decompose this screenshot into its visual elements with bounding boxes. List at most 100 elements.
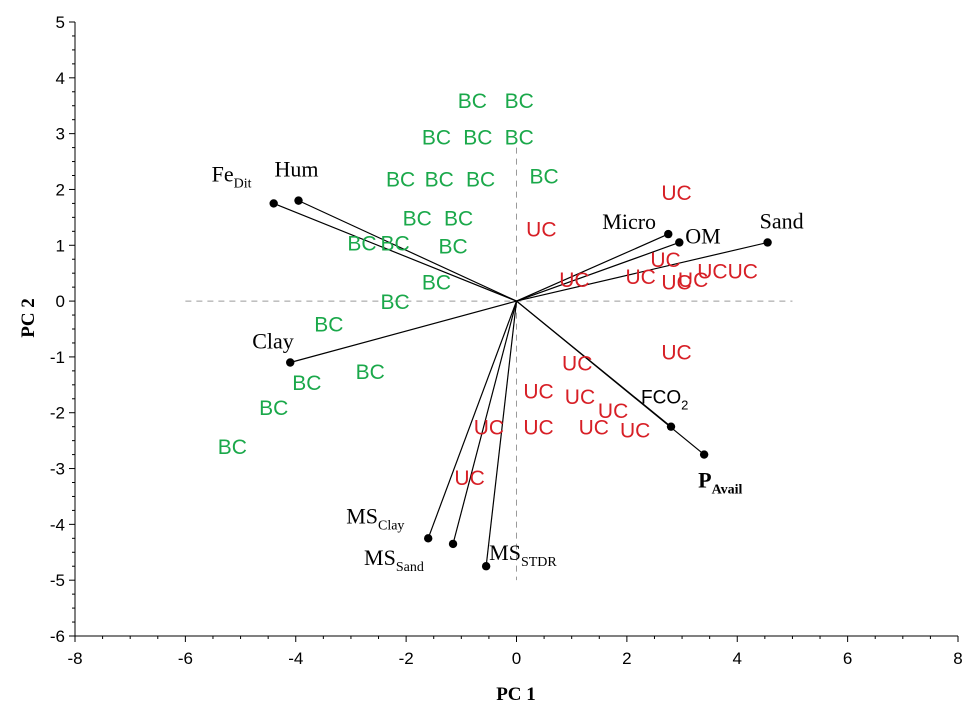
loading-vector-endpoint	[763, 238, 772, 247]
observation-bc: BC	[444, 207, 473, 230]
y-tick-label: 1	[56, 236, 65, 255]
observation-bc: BC	[463, 126, 492, 149]
x-tick-label: 4	[733, 649, 742, 668]
loading-vector-line	[452, 300, 518, 545]
loading-p-avail: PAvail	[516, 300, 743, 498]
x-tick-label: 6	[843, 649, 852, 668]
zero-reference-lines	[185, 147, 793, 581]
y-tick-label: -5	[50, 571, 65, 590]
loading-label-subscript: 2	[681, 398, 688, 413]
y-tick-label: 2	[56, 180, 65, 199]
loading-fe-dit: FeDit	[212, 161, 517, 302]
y-axis-title: PC 2	[18, 298, 39, 338]
observation-bc: BC	[356, 361, 385, 384]
loading-label-subscript: Dit	[234, 176, 252, 191]
observation-bc: BC	[292, 372, 321, 395]
y-tick-label: -1	[50, 348, 65, 367]
observation-bc: BC	[422, 126, 451, 149]
observation-bc: BC	[259, 397, 288, 420]
loading-label-name: P	[698, 468, 711, 493]
observation-uc: UC	[523, 380, 553, 403]
observation-uc: UC	[454, 467, 484, 490]
loading-label-name: Micro	[602, 209, 656, 234]
loading-vector-line	[290, 300, 517, 364]
loading-label-subscript: Clay	[378, 518, 404, 533]
loading-label: PAvail	[698, 468, 742, 498]
loading-om: OM	[516, 223, 721, 302]
loading-label: FeDit	[212, 161, 252, 191]
loading-label-name: Hum	[275, 157, 319, 182]
observation-uc: UC	[598, 400, 628, 423]
loading-label: MSSand	[364, 545, 424, 575]
observation-uc: UC	[678, 269, 708, 292]
observation-bc: BC	[425, 168, 454, 191]
loading-label-name: MS	[364, 545, 396, 570]
observation-bc: BC	[380, 232, 409, 255]
observation-bc: BC	[505, 126, 534, 149]
loading-label-subscript: Avail	[712, 483, 743, 498]
observation-bc: BC	[386, 168, 415, 191]
x-tick-label: -2	[399, 649, 414, 668]
observation-uc: UC	[579, 417, 609, 440]
loading-vector-endpoint	[294, 196, 303, 205]
y-tick-label: -2	[50, 404, 65, 423]
loading-vector-line	[516, 233, 669, 302]
y-axis: -6 -5 -4 -3 -2 -1 0 1 2 3 4 5	[50, 13, 75, 646]
loading-vector-endpoint	[675, 238, 684, 247]
observation-uc: UC	[559, 269, 589, 292]
observation-uc: UC	[565, 386, 595, 409]
loading-vector-line	[427, 300, 518, 539]
observation-uc: UC	[650, 249, 680, 272]
loading-vector-endpoint	[481, 562, 491, 571]
x-tick-label: 2	[622, 649, 631, 668]
loading-ms-stdr: MSSTDR	[481, 301, 557, 571]
observation-bc: BC	[380, 291, 409, 314]
observation-uc: UC	[474, 417, 504, 440]
y-tick-label: -3	[50, 460, 65, 479]
loading-label-subscript: Sand	[396, 560, 424, 575]
loading-clay: Clay	[252, 300, 517, 367]
loading-vector-endpoint	[286, 358, 295, 367]
loading-vector-endpoint	[699, 450, 709, 459]
loading-sand: Sand	[516, 208, 804, 302]
y-tick-label: 5	[56, 13, 65, 32]
observation-uc: UC	[661, 341, 691, 364]
observation-bc: BC	[530, 166, 559, 189]
loading-label: Hum	[275, 157, 319, 182]
y-tick-label: -6	[50, 627, 65, 646]
observation-uc: UC	[620, 419, 650, 442]
loading-vector-endpoint	[664, 229, 673, 239]
loading-ms-sand: MSSand	[364, 300, 518, 575]
loading-label: MSSTDR	[489, 540, 557, 570]
loading-vector-endpoint	[424, 534, 433, 543]
loading-ms-clay: MSClay	[346, 300, 518, 543]
loading-vector-endpoint	[269, 199, 278, 208]
observation-bc: BC	[314, 313, 343, 336]
loading-label: FCO2	[641, 388, 688, 413]
observation-uc: UC	[526, 219, 556, 242]
loading-label-subscript: STDR	[521, 555, 557, 570]
y-tick-label: 3	[56, 125, 65, 144]
observation-bc: BC	[466, 168, 495, 191]
loading-micro: Micro	[516, 209, 673, 302]
loading-label-name: Clay	[252, 328, 294, 353]
loading-label-name: OM	[685, 223, 720, 248]
observation-uc: UC	[661, 182, 691, 205]
y-tick-label: 0	[56, 292, 65, 311]
observation-bc: BC	[505, 90, 534, 113]
x-axis: -8 -6 -4 -2 0 2 4 6 8	[67, 636, 963, 668]
loading-vector-line	[273, 202, 517, 302]
x-tick-label: 8	[953, 649, 962, 668]
loading-label: Clay	[252, 328, 294, 353]
loading-label-name: FCO	[641, 388, 681, 409]
loading-vectors: FeDitHumClayMicroOMSandFCO2PAvailMSClayM…	[212, 157, 804, 575]
x-tick-label: -6	[178, 649, 193, 668]
loading-label: Micro	[602, 209, 656, 234]
loading-hum: Hum	[275, 157, 517, 302]
x-tick-label: 0	[512, 649, 521, 668]
observation-uc: UC	[523, 417, 553, 440]
